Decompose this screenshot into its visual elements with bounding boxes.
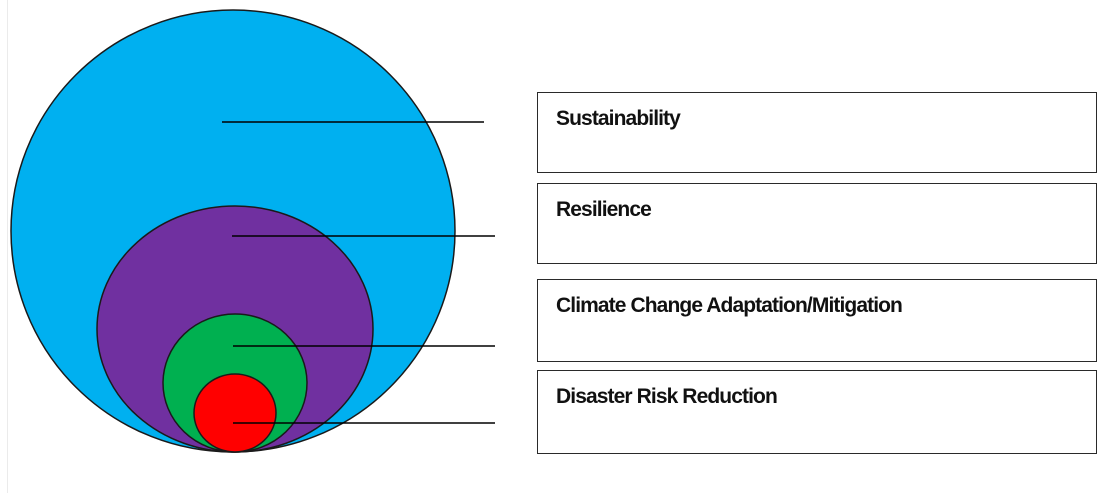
label-box-sustainability: Sustainability (537, 92, 1097, 173)
circle-drr (193, 373, 277, 453)
label-disaster-risk-reduction: Disaster Risk Reduction (556, 385, 778, 408)
label-resilience: Resilience (556, 198, 652, 221)
label-climate-change-adaptation-mitigation: Climate Change Adaptation/Mitigation (556, 294, 903, 317)
label-box-disaster-risk-reduction: Disaster Risk Reduction (537, 370, 1097, 454)
left-margin-rule (7, 0, 8, 493)
label-box-climate-change-adaptation-mitigation: Climate Change Adaptation/Mitigation (537, 279, 1097, 362)
label-sustainability: Sustainability (556, 107, 681, 130)
label-box-resilience: Resilience (537, 183, 1097, 264)
